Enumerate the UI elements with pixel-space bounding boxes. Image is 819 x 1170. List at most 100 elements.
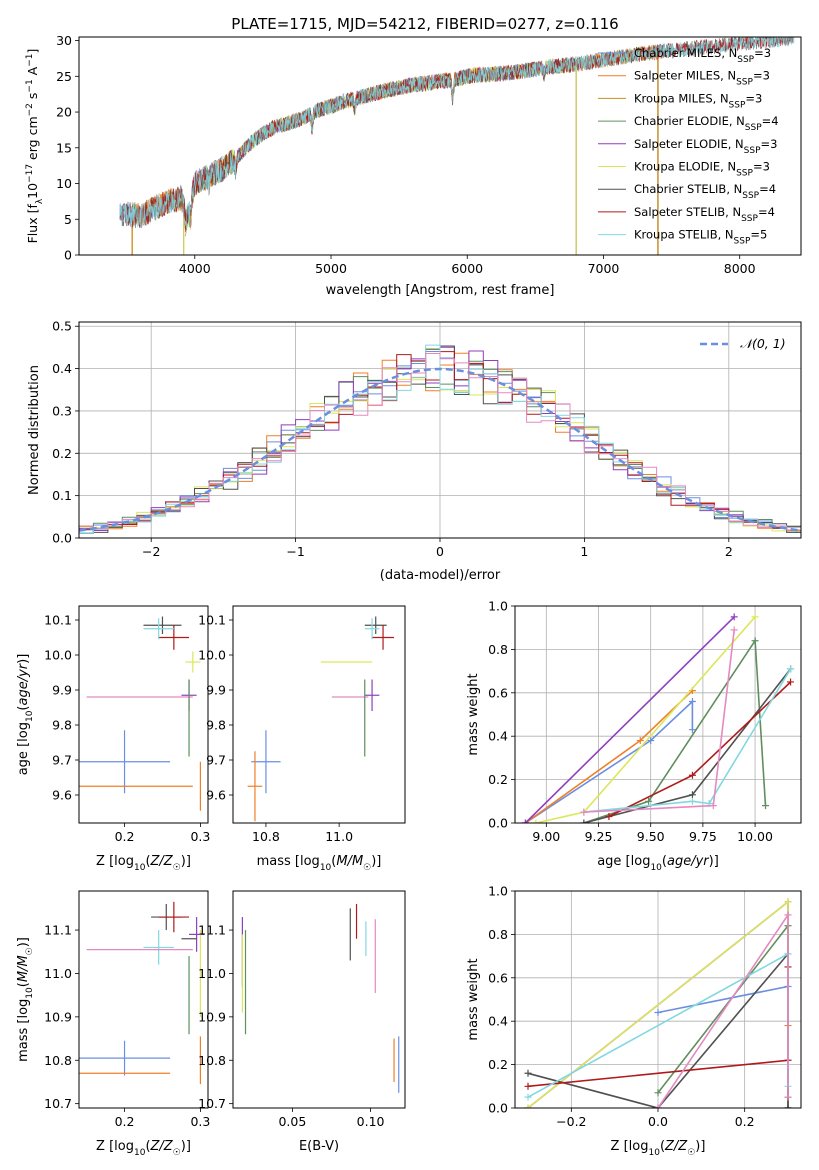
x-tick-label: 9.25 <box>585 829 613 844</box>
x-tick-label: 8000 <box>724 261 756 276</box>
spectrum-line <box>119 37 795 229</box>
marker-plus <box>580 808 588 816</box>
mass-weight-line <box>524 699 694 823</box>
legend: Chabrier MILES, NSSP=3 Salpeter MILES, NS… <box>598 46 779 247</box>
x-tick-label: 9.50 <box>637 829 665 844</box>
x-axis-label: Z [log10(Z/Z☉)] <box>96 1139 191 1158</box>
chart-residuals: −2 −1 0 1 2 0.0 0.1 0.2 0.3 0.4 0.5 (data-model)/er… <box>27 319 802 583</box>
y-tick-label: 15 <box>56 140 72 155</box>
spectrum-line <box>131 45 658 230</box>
x-tick-label: 9.75 <box>689 829 717 844</box>
y-tick-label: 10.8 <box>44 1053 72 1068</box>
y-tick-label: 25 <box>56 69 72 84</box>
y-tick-label: 30 <box>56 33 72 48</box>
marker-plus <box>688 726 696 734</box>
marker-plus <box>730 626 738 634</box>
marker-plus <box>647 737 655 745</box>
plot-area <box>119 37 795 255</box>
x-tick-label: 0.0 <box>648 1114 668 1129</box>
x-tick-label: 10.8 <box>252 829 280 844</box>
y-axis-label: mass [log10(M/M☉)] <box>16 937 35 1062</box>
y-tick-label: 0.2 <box>488 772 508 787</box>
marker-plus <box>751 613 759 621</box>
y-tick-label: 0.6 <box>488 685 508 700</box>
y-tick-label: 9.7 <box>206 753 226 768</box>
y-tick-label: 0.4 <box>52 361 72 376</box>
marker-plus <box>784 1104 792 1108</box>
plot-area <box>515 606 801 823</box>
x-tick-label: 4000 <box>179 261 211 276</box>
y-tick-label: 0.2 <box>52 446 72 461</box>
axes-frame <box>78 890 209 1109</box>
mass-weight-line <box>583 668 792 813</box>
legend-label: 𝒩(0, 1) <box>740 336 786 351</box>
y-axis-label: mass weight <box>466 673 481 755</box>
y-tick-label: 0.8 <box>488 927 508 942</box>
x-axis-label: (data-model)/error <box>380 568 501 583</box>
y-tick-label: 9.6 <box>52 788 72 803</box>
y-tick-label: 0.3 <box>52 403 72 418</box>
spectrum-line <box>131 44 658 231</box>
chart-spectrum: 4000 5000 6000 7000 8000 0 5 10 15 20 25 30 waveleng… <box>25 33 802 298</box>
x-tick-label: −2 <box>142 544 160 559</box>
x-tick-label: 0.2 <box>115 1114 135 1129</box>
x-tick-label: 0 <box>436 544 444 559</box>
chart-mass-vs-EBV: 0.05 0.10 10.7 10.8 10.9 11.0 11.1 E(B-V) <box>198 890 406 1154</box>
chart-age-vs-mass: 10.8 11.0 9.6 9.7 9.8 9.9 10.0 10.1 mass [log10(… <box>198 605 406 873</box>
x-tick-label: 0.3 <box>190 829 210 844</box>
y-tick-label: 9.9 <box>206 683 226 698</box>
y-tick-label: 0.2 <box>488 1057 508 1072</box>
spectrum-line <box>119 45 658 234</box>
y-tick-label: 10.7 <box>44 1096 72 1111</box>
y-tick-label: 10.9 <box>44 1009 72 1024</box>
marker-plus <box>636 737 644 745</box>
mass-weight-line <box>657 985 789 1098</box>
y-tick-label: 11.0 <box>198 966 226 981</box>
y-tick-label: 10.7 <box>198 1096 226 1111</box>
x-tick-label: 11.0 <box>325 829 353 844</box>
y-tick-label: 11.1 <box>44 923 72 938</box>
x-tick-label: 0.05 <box>278 1114 306 1129</box>
plot-area <box>247 616 395 822</box>
plot-area <box>79 616 202 811</box>
normal-curve <box>79 367 801 532</box>
y-tick-label: 10 <box>56 176 72 191</box>
x-tick-label: 6000 <box>451 261 483 276</box>
y-tick-label: 0.6 <box>488 970 508 985</box>
figure-title: PLATE=1715, MJD=54212, FIBERID=0277, z=0… <box>231 15 618 33</box>
marker-plus <box>787 665 795 673</box>
x-tick-label: −0.2 <box>556 1114 586 1129</box>
y-tick-label: 0.8 <box>488 642 508 657</box>
spectrum-line <box>119 37 794 229</box>
y-tick-label: 10.9 <box>198 1009 226 1024</box>
marker-plus <box>524 1104 532 1108</box>
axes-frame <box>232 605 406 824</box>
x-axis-label: Z [log10(Z/Z☉)] <box>611 1139 706 1158</box>
axes-frame <box>78 321 802 539</box>
axes-frame <box>514 605 802 824</box>
legend-label: Kroupa ELODIE, NSSP=3 <box>634 160 770 179</box>
marker-plus <box>787 678 795 686</box>
marker-plus <box>524 1082 532 1090</box>
marker-plus <box>580 819 588 823</box>
x-tick-label: 0.2 <box>115 829 135 844</box>
spectrum-line <box>183 57 577 228</box>
mass-weight-line <box>657 912 789 1108</box>
marker-plus <box>762 802 770 810</box>
y-tick-label: 5 <box>64 212 72 227</box>
plot-area <box>79 322 801 538</box>
y-tick-label: 0.0 <box>52 531 72 546</box>
x-tick-label: 7000 <box>588 261 620 276</box>
spectrum-line <box>119 37 795 232</box>
plot-area <box>515 891 801 1108</box>
x-axis-label: age [log10(age/yr)] <box>597 854 719 873</box>
y-tick-label: 0.4 <box>488 729 508 744</box>
legend-label: Kroupa STELIB, NSSP=5 <box>634 228 767 247</box>
axes-frame <box>78 605 209 824</box>
x-axis-label: Z [log10(Z/Z☉)] <box>96 854 191 873</box>
marker-plus <box>521 819 529 823</box>
y-tick-label: 11.1 <box>198 923 226 938</box>
y-tick-label: 9.7 <box>52 753 72 768</box>
x-tick-label: 0.2 <box>735 1114 755 1129</box>
y-tick-label: 0.4 <box>488 1014 508 1029</box>
